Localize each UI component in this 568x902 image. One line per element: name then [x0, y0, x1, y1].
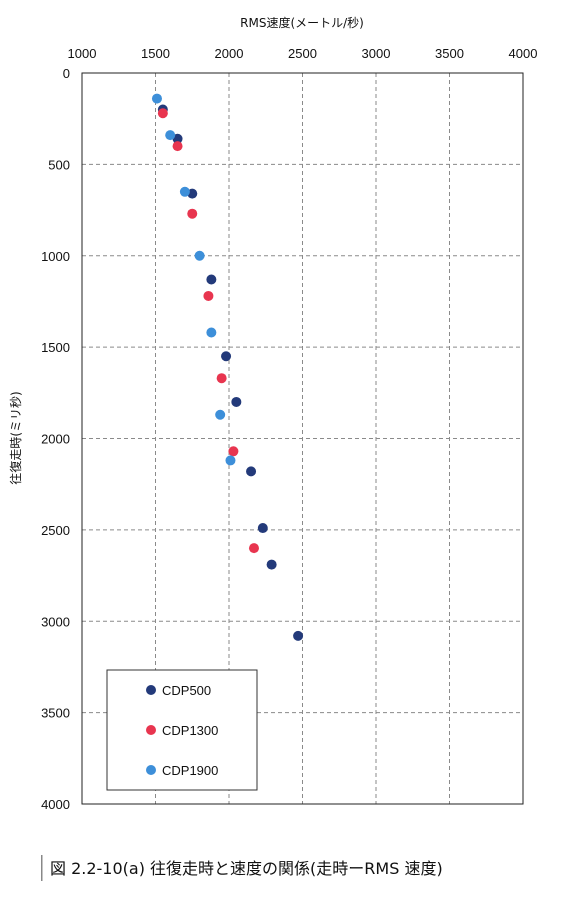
y-axis-title: 往復走時(ミリ秒) [8, 391, 23, 484]
y-tick-label: 1000 [41, 249, 70, 264]
y-tick-label: 3500 [41, 706, 70, 721]
data-point-cdp500 [293, 630, 304, 641]
x-tick-label: 1000 [68, 46, 97, 61]
legend: CDP500 CDP1300 CDP1900 [106, 669, 258, 791]
data-point-cdp1900 [215, 409, 226, 420]
x-tick-label: 1500 [141, 46, 170, 61]
data-point-cdp500 [266, 559, 277, 570]
data-point-cdp1900 [225, 455, 236, 466]
plot-area-frame [81, 72, 524, 805]
y-tick-label: 4000 [41, 797, 70, 812]
data-point-cdp1300 [172, 141, 183, 152]
legend-marker-cdp500 [146, 685, 156, 695]
data-point-cdp1900 [179, 186, 190, 197]
data-point-cdp500 [206, 274, 217, 285]
x-tick-label: 2000 [215, 46, 244, 61]
data-point-cdp1300 [157, 108, 168, 119]
data-point-cdp1300 [187, 208, 198, 219]
y-tick-label: 0 [63, 66, 70, 81]
data-point-cdp1900 [206, 327, 217, 338]
caption-left-rule [41, 855, 43, 881]
legend-label-cdp1900: CDP1900 [162, 763, 218, 778]
figure-caption: 図 2.2-10(a) 往復走時と速度の関係(走時ーRMS 速度) [50, 859, 443, 878]
data-point-cdp500 [231, 396, 242, 407]
legend-marker-cdp1900 [146, 765, 156, 775]
data-point-cdp1900 [151, 93, 162, 104]
data-points-layer [151, 93, 304, 641]
tick-label-layer: 1000 1500 2000 2500 3000 3500 4000 0 500 1000 1500… [41, 46, 537, 812]
y-tick-label: 500 [48, 157, 70, 172]
y-tick-label: 1500 [41, 340, 70, 355]
x-tick-label: 3500 [435, 46, 464, 61]
x-tick-label: 3000 [362, 46, 391, 61]
data-point-cdp1300 [228, 446, 239, 457]
data-point-cdp1900 [194, 250, 205, 261]
y-tick-label: 2000 [41, 432, 70, 447]
x-tick-label: 2500 [288, 46, 317, 61]
data-point-cdp1300 [203, 290, 214, 301]
y-tick-label: 3000 [41, 614, 70, 629]
x-tick-label: 4000 [509, 46, 538, 61]
data-point-cdp500 [246, 466, 257, 477]
data-point-cdp1300 [216, 373, 227, 384]
data-point-cdp500 [221, 351, 232, 362]
data-point-cdp1900 [165, 130, 176, 141]
legend-box [106, 669, 258, 791]
legend-label-cdp1300: CDP1300 [162, 723, 218, 738]
y-tick-label: 2500 [41, 523, 70, 538]
legend-marker-cdp1300 [146, 725, 156, 735]
legend-label-cdp500: CDP500 [162, 683, 211, 698]
data-point-cdp500 [257, 523, 268, 534]
x-axis-title: RMS速度(メートル/秒) [240, 15, 364, 30]
data-point-cdp1300 [248, 543, 259, 554]
